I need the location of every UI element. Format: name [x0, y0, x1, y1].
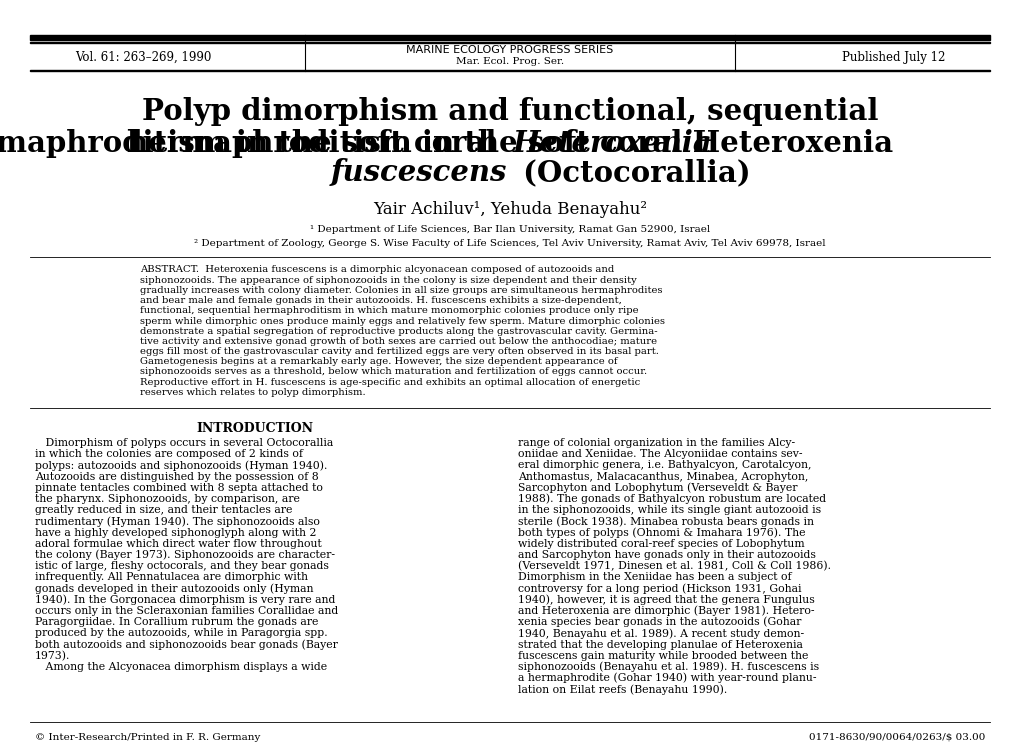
Text: infrequently. All Pennatulacea are dimorphic with: infrequently. All Pennatulacea are dimor… — [35, 572, 308, 582]
Text: MARINE ECOLOGY PROGRESS SERIES: MARINE ECOLOGY PROGRESS SERIES — [406, 45, 613, 55]
Text: both autozooids and siphonozooids bear gonads (Bayer: both autozooids and siphonozooids bear g… — [35, 639, 337, 650]
Text: rudimentary (Hyman 1940). The siphonozooids also: rudimentary (Hyman 1940). The siphonozoo… — [35, 516, 320, 526]
Text: pinnate tentacles combined with 8 septa attached to: pinnate tentacles combined with 8 septa … — [35, 483, 323, 493]
Text: polyps: autozooids and siphonozooids (Hyman 1940).: polyps: autozooids and siphonozooids (Hy… — [35, 460, 327, 471]
Text: (Verseveldt 1971, Dinesen et al. 1981, Coll & Coll 1986).: (Verseveldt 1971, Dinesen et al. 1981, C… — [518, 561, 830, 572]
Text: produced by the autozooids, while in Paragorgia spp.: produced by the autozooids, while in Par… — [35, 629, 327, 638]
Text: siphonozooids serves as a threshold, below which maturation and fertilization of: siphonozooids serves as a threshold, bel… — [140, 367, 646, 376]
Text: Paragorgiidae. In Corallium rubrum the gonads are: Paragorgiidae. In Corallium rubrum the g… — [35, 617, 318, 627]
Text: the pharynx. Siphonozooids, by comparison, are: the pharynx. Siphonozooids, by compariso… — [35, 494, 300, 504]
Text: sterile (Bock 1938). Minabea robusta bears gonads in: sterile (Bock 1938). Minabea robusta bea… — [518, 516, 813, 526]
Text: ¹ Department of Life Sciences, Bar Ilan University, Ramat Gan 52900, Israel: ¹ Department of Life Sciences, Bar Ilan … — [310, 225, 709, 234]
Text: 1940), however, it is agreed that the genera Fungulus: 1940), however, it is agreed that the ge… — [518, 595, 814, 605]
Text: controversy for a long period (Hickson 1931, Gohai: controversy for a long period (Hickson 1… — [518, 584, 801, 594]
Text: 1973).: 1973). — [35, 650, 70, 661]
Text: fuscescens: fuscescens — [330, 158, 506, 188]
Text: 1988). The gonads of Bathyalcyon robustum are located: 1988). The gonads of Bathyalcyon robustu… — [518, 493, 825, 504]
Text: Yair Achiluv¹, Yehuda Benayahu²: Yair Achiluv¹, Yehuda Benayahu² — [373, 201, 646, 219]
Text: gonads developed in their autozooids only (Hyman: gonads developed in their autozooids onl… — [35, 584, 313, 594]
Text: sperm while dimorphic ones produce mainly eggs and relatively few sperm. Mature : sperm while dimorphic ones produce mainl… — [140, 316, 664, 325]
Text: in which the colonies are composed of 2 kinds of: in which the colonies are composed of 2 … — [35, 449, 303, 459]
Text: Vol. 61: 263–269, 1990: Vol. 61: 263–269, 1990 — [75, 50, 211, 64]
Text: Sarcophyton and Lobophytum (Verseveldt & Bayer: Sarcophyton and Lobophytum (Verseveldt &… — [518, 483, 797, 493]
Text: demonstrate a spatial segregation of reproductive products along the gastrovascu: demonstrate a spatial segregation of rep… — [140, 327, 657, 336]
Text: Heteroxenia: Heteroxenia — [513, 128, 712, 158]
Text: have a highly developed siphonoglyph along with 2: have a highly developed siphonoglyph alo… — [35, 528, 316, 538]
Text: a hermaphrodite (Gohar 1940) with year-round planu-: a hermaphrodite (Gohar 1940) with year-r… — [518, 673, 815, 683]
Text: siphonozooids. The appearance of siphonozooids in the colony is size dependent a: siphonozooids. The appearance of siphono… — [140, 276, 636, 285]
Text: siphonozooids (Benayahu et al. 1989). H. fuscescens is: siphonozooids (Benayahu et al. 1989). H.… — [518, 662, 818, 672]
Text: Among the Alcyonacea dimorphism displays a wide: Among the Alcyonacea dimorphism displays… — [35, 662, 327, 672]
Text: functional, sequential hermaphroditism in which mature monomorphic colonies prod: functional, sequential hermaphroditism i… — [140, 306, 638, 315]
Text: Reproductive effort in H. fuscescens is age-specific and exhibits an optimal all: Reproductive effort in H. fuscescens is … — [140, 378, 640, 387]
Text: widely distributed coral-reef species of Lobophytum: widely distributed coral-reef species of… — [518, 538, 804, 549]
Text: Dimorphism of polyps occurs in several Octocorallia: Dimorphism of polyps occurs in several O… — [35, 438, 333, 448]
Text: gradually increases with colony diameter. Colonies in all size groups are simult: gradually increases with colony diameter… — [140, 286, 662, 295]
Text: lation on Eilat reefs (Benayahu 1990).: lation on Eilat reefs (Benayahu 1990). — [518, 684, 727, 695]
Text: Autozooids are distinguished by the possession of 8: Autozooids are distinguished by the poss… — [35, 472, 319, 481]
Text: and bear male and female gonads in their autozooids. H. fuscescens exhibits a si: and bear male and female gonads in their… — [140, 296, 622, 305]
Text: INTRODUCTION: INTRODUCTION — [197, 421, 313, 435]
Text: strated that the developing planulae of Heteroxenia: strated that the developing planulae of … — [518, 640, 802, 650]
Text: range of colonial organization in the families Alcy-: range of colonial organization in the fa… — [518, 438, 795, 448]
Text: in the siphonozooids, while its single giant autozooid is: in the siphonozooids, while its single g… — [518, 505, 820, 515]
Text: istic of large, fleshy octocorals, and they bear gonads: istic of large, fleshy octocorals, and t… — [35, 561, 328, 572]
Text: Published July 12: Published July 12 — [841, 50, 944, 64]
Text: Anthomastus, Malacacanthus, Minabea, Acrophyton,: Anthomastus, Malacacanthus, Minabea, Acr… — [518, 472, 808, 481]
Text: the colony (Bayer 1973). Siphonozooids are character-: the colony (Bayer 1973). Siphonozooids a… — [35, 550, 334, 560]
Text: tive activity and extensive gonad growth of both sexes are carried out below the: tive activity and extensive gonad growth… — [140, 337, 656, 346]
Text: greatly reduced in size, and their tentacles are: greatly reduced in size, and their tenta… — [35, 505, 292, 515]
Text: eral dimorphic genera, i.e. Bathyalcyon, Carotalcyon,: eral dimorphic genera, i.e. Bathyalcyon,… — [518, 460, 811, 470]
Text: 1940, Benayahu et al. 1989). A recent study demon-: 1940, Benayahu et al. 1989). A recent st… — [518, 628, 803, 638]
Text: oniidae and Xeniidae. The Alcyoniidae contains sev-: oniidae and Xeniidae. The Alcyoniidae co… — [518, 449, 802, 459]
Text: Dimorphism in the Xeniidae has been a subject of: Dimorphism in the Xeniidae has been a su… — [518, 572, 791, 582]
Text: 1940). In the Gorgonacea dimorphism is very rare and: 1940). In the Gorgonacea dimorphism is v… — [35, 595, 335, 605]
Text: eggs fill most of the gastrovascular cavity and fertilized eggs are very often o: eggs fill most of the gastrovascular cav… — [140, 347, 658, 356]
Text: hermaphroditism in the soft coral Heteroxenia: hermaphroditism in the soft coral Hetero… — [126, 128, 893, 158]
Text: and Sarcophyton have gonads only in their autozooids: and Sarcophyton have gonads only in thei… — [518, 550, 815, 560]
Text: reserves which relates to polyp dimorphism.: reserves which relates to polyp dimorphi… — [140, 388, 365, 397]
Bar — [30, 35, 989, 40]
Text: both types of polyps (Ohnomi & Imahara 1976). The: both types of polyps (Ohnomi & Imahara 1… — [518, 527, 805, 538]
Text: Gametogenesis begins at a remarkably early age. However, the size dependent appe: Gametogenesis begins at a remarkably ear… — [140, 357, 618, 366]
Text: Mar. Ecol. Prog. Ser.: Mar. Ecol. Prog. Ser. — [455, 58, 564, 67]
Text: © Inter-Research/Printed in F. R. Germany: © Inter-Research/Printed in F. R. German… — [35, 732, 260, 741]
Text: occurs only in the Scleraxonian families Corallidae and: occurs only in the Scleraxonian families… — [35, 606, 338, 616]
Text: xenia species bear gonads in the autozooids (Gohar: xenia species bear gonads in the autozoo… — [518, 617, 801, 628]
Text: 0171-8630/90/0064/0263/$ 03.00: 0171-8630/90/0064/0263/$ 03.00 — [808, 732, 984, 741]
Bar — [30, 70, 989, 71]
Text: ABSTRACT.  Heteroxenia fuscescens is a dimorphic alcyonacean composed of autozoo: ABSTRACT. Heteroxenia fuscescens is a di… — [140, 266, 613, 275]
Text: and Heteroxenia are dimorphic (Bayer 1981). Hetero-: and Heteroxenia are dimorphic (Bayer 198… — [518, 606, 814, 617]
Text: hermaphroditism in the soft coral: hermaphroditism in the soft coral — [0, 128, 506, 158]
Text: (Octocorallia): (Octocorallia) — [513, 158, 750, 188]
Text: adoral formulae which direct water flow throughout: adoral formulae which direct water flow … — [35, 538, 321, 549]
Text: Polyp dimorphism and functional, sequential: Polyp dimorphism and functional, sequent… — [142, 98, 877, 126]
Text: ² Department of Zoology, George S. Wise Faculty of Life Sciences, Tel Aviv Unive: ² Department of Zoology, George S. Wise … — [194, 239, 825, 248]
Bar — [30, 42, 989, 43]
Text: fuscescens gain maturity while brooded between the: fuscescens gain maturity while brooded b… — [518, 651, 808, 661]
